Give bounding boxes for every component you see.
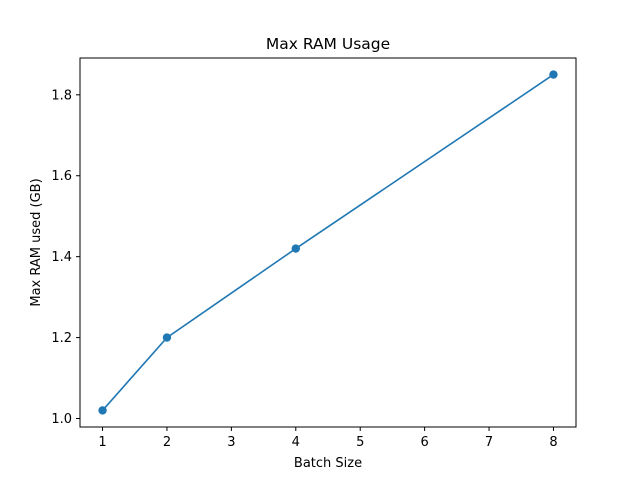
series-line (101, 73, 554, 411)
y-tick-label: 1.2 (51, 331, 72, 346)
y-tick-label: 1.8 (51, 88, 72, 103)
y-axis-title: Max RAM used (GB) (29, 178, 44, 306)
data-point (291, 244, 300, 253)
data-point (162, 333, 172, 342)
x-tick-label: 1 (98, 435, 106, 450)
y-tick-label: 1.0 (51, 412, 72, 427)
data-point (549, 70, 558, 79)
x-tick-label: 2 (163, 435, 171, 450)
x-tick-label: 3 (227, 435, 235, 450)
x-tick-label: 6 (420, 435, 428, 450)
chart-title: Max RAM Usage (266, 35, 390, 53)
x-tick-label: 4 (292, 435, 300, 450)
x-tick-label: 8 (549, 435, 557, 450)
data-point (98, 406, 107, 415)
y-tick-label: 1.6 (51, 169, 72, 184)
x-axis-title: Batch Size (294, 456, 362, 471)
x-tick-label: 5 (356, 435, 364, 450)
plot-area (98, 70, 558, 415)
plot-frame (79, 57, 577, 428)
y-tick-label: 1.4 (51, 250, 72, 265)
x-tick-label: 7 (485, 435, 493, 450)
y-axis: 1.0 1.2 1.4 1.6 1.8 (51, 88, 80, 427)
x-axis: 1 2 3 4 5 6 7 8 (98, 427, 558, 450)
